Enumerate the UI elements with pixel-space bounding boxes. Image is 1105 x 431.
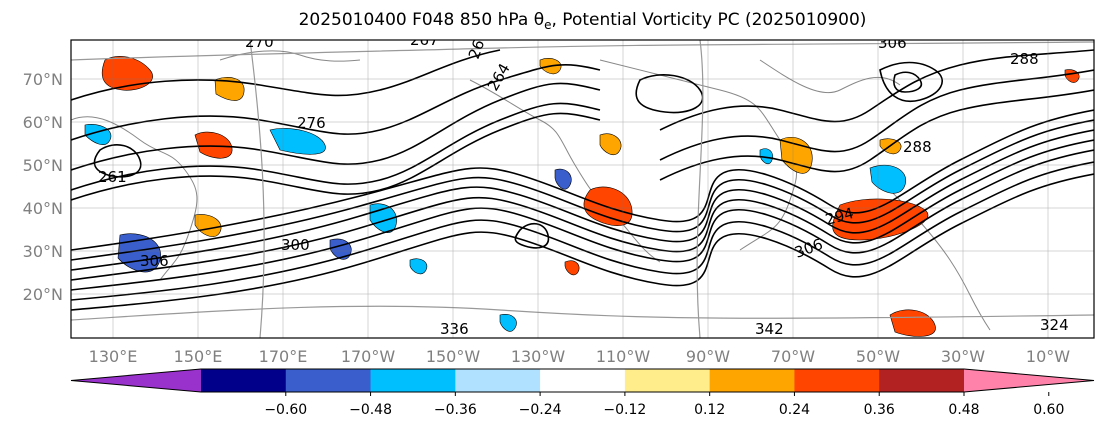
colorbar-segment: [624, 369, 711, 392]
title-prefix: 2025010400 F048 850 hPa θ: [298, 10, 545, 30]
colorbar-segment: [285, 369, 372, 392]
colorbar-tick-label: 0.48: [948, 402, 979, 418]
contour-label: 288: [903, 138, 932, 156]
lat-label: 30°N: [23, 242, 63, 261]
lon-label: 130°W: [511, 347, 566, 366]
pv-negative-region: [869, 164, 907, 194]
colorbar-tick-label: 0.12: [694, 402, 725, 418]
theta-e-gray-contours: [71, 40, 1094, 338]
contour-label: 261: [98, 168, 127, 186]
map-body: 270 267 264 264 276 288 261 288 300 306 …: [71, 31, 1094, 338]
colorbar-segment: [879, 369, 965, 392]
lon-label: 170°E: [259, 347, 308, 366]
graticule: [71, 40, 1094, 338]
lat-label: 20°N: [23, 285, 63, 304]
lon-label: 10°W: [1026, 347, 1070, 366]
colorbar-segment: [540, 369, 626, 392]
pv-negative-region: [554, 168, 572, 190]
lon-label: 150°E: [174, 347, 223, 366]
contour-label: 270: [245, 33, 274, 51]
lat-label: 40°N: [23, 199, 63, 218]
longitude-axis: 130°E 150°E 170°E 170°W 150°W 130°W 110°…: [89, 347, 1071, 366]
colorbar-segment: [794, 369, 880, 392]
pv-positive-region: [583, 186, 633, 226]
lon-label: 150°W: [426, 347, 481, 366]
lat-label: 60°N: [23, 113, 63, 132]
pv-anomaly-shading: [84, 56, 1080, 337]
contour-label: 267: [410, 31, 439, 49]
lon-label: 50°W: [856, 347, 900, 366]
colorbar-tick-label: −0.36: [434, 402, 477, 418]
colorbar-extension-low: [71, 369, 201, 392]
lat-label: 50°N: [23, 156, 63, 175]
theta-e-contours: [71, 49, 1094, 311]
pv-positive-region: [194, 131, 233, 159]
pv-negative-region: [759, 148, 773, 165]
title-subscript: e: [544, 18, 552, 32]
lon-label: 130°E: [89, 347, 138, 366]
pv-negative-region: [269, 128, 326, 155]
contour-label: 288: [1010, 50, 1039, 68]
lon-label: 170°W: [341, 347, 396, 366]
pv-positive-region: [599, 133, 622, 155]
lon-label: 110°W: [596, 347, 651, 366]
contour-label: 336: [440, 320, 469, 338]
pv-positive-region: [832, 198, 928, 241]
colorbar-segment: [201, 369, 287, 392]
colorbar-tick-label: 0.60: [1033, 402, 1064, 418]
colorbar-segment: [709, 369, 795, 392]
pv-positive-region: [564, 260, 580, 276]
colorbar-tick-label: 0.36: [864, 402, 895, 418]
pv-positive-region: [214, 77, 245, 101]
colorbar-tick-label: −0.48: [349, 402, 392, 418]
colorbar-tick-label: −0.60: [264, 402, 307, 418]
pv-negative-region: [499, 314, 517, 332]
pv-negative-region: [409, 258, 428, 275]
lat-label: 70°N: [23, 70, 63, 89]
lon-label: 30°W: [941, 347, 985, 366]
title-suffix: , Potential Vorticity PC (2025010900): [551, 10, 867, 30]
lon-label: 70°W: [771, 347, 815, 366]
colorbar-tick-label: −0.12: [603, 402, 646, 418]
colorbar: −0.60 −0.48 −0.36 −0.24 −0.12 0.12 0.24 0.36 0.4…: [70, 368, 1095, 418]
colorbar-tick-label: 0.24: [779, 402, 810, 418]
colorbar-tick-label: −0.24: [519, 402, 562, 418]
lon-label: 90°W: [686, 347, 730, 366]
contour-label: 300: [281, 236, 310, 254]
contour-label: 306: [140, 252, 169, 270]
contour-label: 306: [878, 34, 907, 52]
colorbar-extension-high: [964, 369, 1094, 392]
map-title: 2025010400 F048 850 hPa θe, Potential Vo…: [0, 10, 1105, 32]
latitude-axis: 70°N 60°N 50°N 40°N 30°N 20°N: [23, 70, 63, 304]
colorbar-segment: [455, 369, 541, 392]
colorbar-outline: [70, 368, 1095, 393]
contour-label: 276: [297, 114, 326, 132]
contour-label: 342: [755, 320, 784, 338]
map-frame: [70, 39, 1095, 339]
contour-label: 324: [1040, 316, 1069, 334]
colorbar-segment: [370, 369, 456, 392]
pv-positive-region: [889, 309, 936, 337]
